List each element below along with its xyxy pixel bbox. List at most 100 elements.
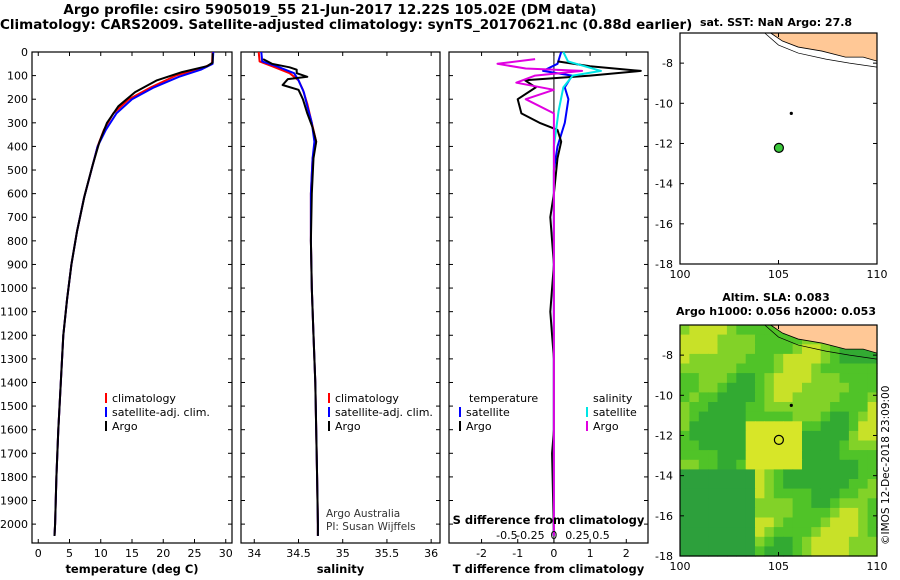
sla-cell bbox=[858, 373, 869, 384]
depth-tick-label: 200 bbox=[7, 93, 28, 106]
sla-cell bbox=[680, 382, 690, 393]
sla-cell bbox=[755, 430, 765, 442]
sla-cell bbox=[764, 498, 775, 509]
sla-cell bbox=[736, 402, 747, 413]
sst-map-group bbox=[679, 32, 878, 265]
sla-cell bbox=[792, 344, 803, 355]
salinity-argo-line bbox=[262, 58, 319, 536]
sst-map-x-tick-label: 100 bbox=[670, 268, 691, 281]
sla-cell bbox=[867, 536, 878, 547]
sla-cell bbox=[839, 440, 850, 451]
sal-legend-climatology-label: climatology bbox=[335, 392, 399, 405]
sla-cell bbox=[680, 325, 690, 336]
sla-cell bbox=[802, 382, 812, 393]
sla-cell bbox=[717, 469, 728, 480]
sla-cell bbox=[745, 536, 756, 547]
sla-cell bbox=[858, 450, 869, 461]
sla-cell bbox=[755, 536, 765, 547]
sla-cell bbox=[736, 334, 747, 345]
sla-map-profile-location bbox=[773, 434, 784, 445]
sla-cell bbox=[858, 498, 869, 509]
sla-cell bbox=[689, 353, 700, 365]
depth-tick-label: 1100 bbox=[0, 306, 28, 319]
sla-cell bbox=[792, 507, 803, 519]
sla-cell bbox=[858, 430, 869, 442]
sla-cell bbox=[848, 479, 859, 490]
sla-cell bbox=[848, 517, 859, 528]
sla-cell bbox=[755, 527, 765, 538]
sla-map-title-2: Argo h1000: 0.056 h2000: 0.053 bbox=[676, 305, 876, 318]
sla-cell bbox=[764, 479, 775, 490]
sla-cell bbox=[755, 546, 765, 557]
sla-cell bbox=[698, 382, 709, 393]
sal-legend-satellite-label: satellite-adj. clim. bbox=[335, 406, 433, 419]
sla-cell bbox=[726, 353, 737, 365]
sla-cell bbox=[764, 527, 775, 538]
depth-tick-label: 1600 bbox=[0, 424, 28, 437]
sla-cell bbox=[867, 459, 878, 470]
sla-map-x-tick-label: 100 bbox=[670, 560, 691, 573]
sla-cell bbox=[717, 459, 728, 470]
sla-cell bbox=[867, 479, 878, 490]
sla-cell bbox=[698, 344, 709, 355]
sla-cell bbox=[680, 517, 690, 528]
sla-cell bbox=[811, 507, 822, 519]
sla-cell bbox=[783, 546, 794, 557]
sla-cell bbox=[783, 488, 794, 499]
sla-cell bbox=[811, 392, 822, 403]
sla-cell bbox=[820, 373, 831, 384]
sal-legend-argo-label: Argo bbox=[335, 420, 361, 433]
sla-cell bbox=[867, 382, 878, 393]
sla-cell bbox=[698, 498, 709, 509]
depth-tick-label: 600 bbox=[7, 188, 28, 201]
sla-cell bbox=[830, 392, 841, 403]
sla-cell bbox=[736, 536, 747, 547]
sla-cell bbox=[745, 488, 756, 499]
sla-cell bbox=[811, 363, 822, 374]
sla-cell bbox=[755, 334, 765, 345]
sla-cell bbox=[680, 392, 690, 403]
temp-legend-argo-label: Argo bbox=[112, 420, 138, 433]
sla-cell bbox=[736, 517, 747, 528]
sst-map-y-tick-label: -10 bbox=[655, 97, 673, 110]
sla-cell bbox=[830, 421, 841, 432]
sla-cell bbox=[764, 344, 775, 355]
sla-cell bbox=[717, 498, 728, 509]
sla-cell bbox=[736, 353, 747, 365]
sla-cell bbox=[736, 507, 747, 519]
sla-cell bbox=[680, 402, 690, 413]
sla-cell bbox=[745, 459, 756, 470]
sla-cell bbox=[773, 392, 784, 403]
sla-cell bbox=[764, 536, 775, 547]
sla-cell bbox=[689, 507, 700, 519]
sla-cell bbox=[848, 373, 859, 384]
sla-cell bbox=[839, 353, 850, 365]
sla-cell bbox=[755, 373, 765, 384]
sst-map-x-tick-label: 105 bbox=[768, 268, 789, 281]
sla-cell bbox=[708, 479, 719, 490]
sla-cell bbox=[839, 498, 850, 509]
t-argo-diff-line bbox=[516, 60, 642, 536]
sst-map-y-tick-label: -14 bbox=[655, 178, 673, 191]
sla-cell bbox=[736, 459, 747, 470]
salinity-difference-tick-label: 0.5 bbox=[592, 529, 610, 542]
temperature-tick-label: 0 bbox=[35, 547, 42, 560]
sla-cell bbox=[858, 421, 869, 432]
sla-cell bbox=[811, 440, 822, 451]
sla-cell bbox=[698, 402, 709, 413]
sla-cell bbox=[736, 488, 747, 499]
salinity-difference-tick-label: -0.5 bbox=[496, 529, 517, 542]
sla-cell bbox=[736, 498, 747, 509]
sla-cell bbox=[783, 363, 794, 374]
sla-cell bbox=[830, 344, 841, 355]
sla-cell bbox=[792, 450, 803, 461]
sla-cell bbox=[717, 527, 728, 538]
sla-cell bbox=[726, 450, 737, 461]
salinity-tick-label: 36 bbox=[424, 547, 438, 560]
sla-cell bbox=[848, 527, 859, 538]
temperature-climatology-line bbox=[53, 51, 214, 536]
sla-cell bbox=[820, 469, 831, 480]
sla-cell bbox=[708, 450, 719, 461]
sla-cell bbox=[773, 450, 784, 461]
sla-cell bbox=[764, 402, 775, 413]
